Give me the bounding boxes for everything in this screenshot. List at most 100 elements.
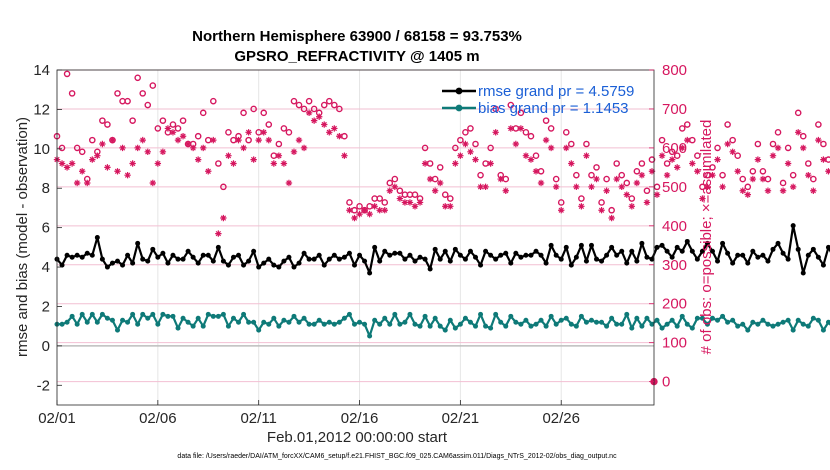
rmse-point xyxy=(669,254,675,260)
rmse-point xyxy=(699,248,705,254)
rmse-point xyxy=(750,248,756,254)
bias-point xyxy=(457,321,463,327)
obs-assimilated-point xyxy=(467,148,474,156)
bias-point xyxy=(64,319,70,325)
obs-assimilated-point xyxy=(679,144,686,152)
bias-point xyxy=(200,323,206,329)
obs-assimilated-point xyxy=(754,156,762,163)
rmse-point xyxy=(165,260,171,266)
rmse-point xyxy=(442,248,448,254)
obs-possible-point xyxy=(608,206,615,214)
rmse-point xyxy=(735,252,741,258)
obs-assimilated-point xyxy=(578,203,585,210)
bias-point xyxy=(422,313,428,319)
bias-point xyxy=(387,321,393,327)
y2-tick-label: 0 xyxy=(662,374,670,391)
obs-assimilated-point xyxy=(628,203,636,210)
bias-point xyxy=(190,323,196,329)
obs-possible-point xyxy=(174,125,182,132)
obs-possible-point xyxy=(568,140,575,148)
obs-assimilated-point xyxy=(406,199,414,206)
grid xyxy=(56,69,654,405)
bias-point xyxy=(765,321,771,327)
bias-point xyxy=(745,327,751,333)
bias-point xyxy=(644,315,650,321)
bias-point xyxy=(578,313,584,319)
rmse-point xyxy=(241,262,247,268)
bias-point xyxy=(336,319,342,325)
obs-assimilated-point xyxy=(84,179,91,187)
obs-assimilated-point xyxy=(719,183,726,191)
obs-possible-point xyxy=(769,140,777,148)
x-tick-label: 02/11 xyxy=(240,410,276,427)
obs-assimilated-point xyxy=(109,136,116,144)
bias-point xyxy=(760,317,766,323)
bias-point xyxy=(392,311,398,317)
rmse-point xyxy=(488,252,494,258)
bias-point xyxy=(825,319,830,325)
obs-assimilated-point xyxy=(810,187,817,194)
bias-point xyxy=(750,319,756,325)
obs-assimilated-point xyxy=(331,125,338,132)
bias-point xyxy=(503,323,509,329)
obs-assimilated-point xyxy=(431,187,439,194)
bias-point xyxy=(452,325,458,331)
obs-possible-point xyxy=(588,171,595,179)
bias-point xyxy=(523,317,529,323)
obs-possible-point xyxy=(285,129,293,136)
bias-point xyxy=(467,319,473,325)
bias-point xyxy=(533,321,539,327)
obs-possible-point xyxy=(99,117,106,124)
bias-point xyxy=(704,321,710,327)
obs-assimilated-point xyxy=(447,203,454,210)
obs-possible-point xyxy=(794,109,802,117)
obs-assimilated-point xyxy=(603,187,610,194)
rmse-point xyxy=(785,256,791,262)
rmse-point xyxy=(740,252,746,258)
bias-point xyxy=(720,313,726,319)
bias-point xyxy=(780,319,786,325)
bias-point xyxy=(785,317,791,323)
obs-possible-point xyxy=(436,164,444,171)
rmse-point xyxy=(236,252,242,258)
rmse-point xyxy=(659,242,665,248)
obs-possible-point xyxy=(789,171,797,179)
obs-possible-point xyxy=(441,191,449,198)
obs-assimilated-point xyxy=(79,168,86,175)
obs-assimilated-point xyxy=(452,160,459,167)
bias-point xyxy=(699,315,705,321)
obs-possible-point xyxy=(104,121,111,128)
rmse-point xyxy=(563,244,569,250)
obs-assimilated-point xyxy=(189,144,197,152)
obs-possible-point xyxy=(114,90,121,97)
obs-assimilated-point xyxy=(568,160,575,167)
y-tick-label: -2 xyxy=(37,377,50,394)
rmse-point xyxy=(689,248,695,254)
y2-tick-label: 300 xyxy=(662,257,687,274)
bias-point xyxy=(402,319,408,325)
rmse-point xyxy=(296,260,302,266)
obs-assimilated-point xyxy=(437,179,444,187)
rmse-point xyxy=(150,246,156,252)
obs-possible-point xyxy=(452,144,459,152)
bias-point xyxy=(604,323,610,329)
rmse-point xyxy=(599,258,605,264)
rmse-point xyxy=(286,254,292,260)
obs-possible-point xyxy=(275,140,283,148)
obs-assimilated-point xyxy=(487,160,494,167)
bias-point xyxy=(483,323,489,329)
obs-possible-point xyxy=(220,183,227,191)
rmse-point xyxy=(815,254,821,260)
obs-assimilated-point xyxy=(184,140,192,148)
bias-point xyxy=(210,313,216,319)
obs-possible-point xyxy=(522,129,530,136)
bias-point xyxy=(412,321,418,327)
obs-assimilated-point xyxy=(361,207,368,214)
rmse-point xyxy=(820,262,826,268)
bias-point xyxy=(367,333,373,339)
bias-point xyxy=(493,311,499,317)
y-axis-label: rmse and bias (model - observation) xyxy=(14,117,31,357)
rmse-point xyxy=(619,248,625,254)
rmse-point xyxy=(427,266,433,272)
obs-assimilated-point xyxy=(371,203,378,210)
